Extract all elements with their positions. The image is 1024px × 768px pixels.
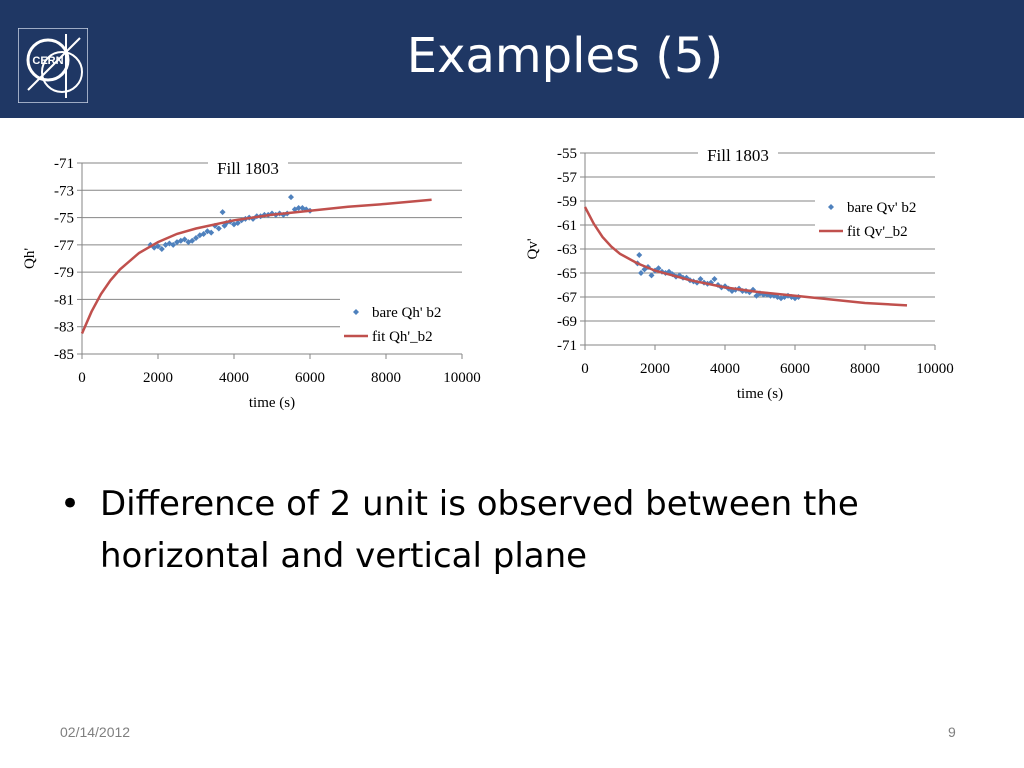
legend-point-swatch <box>828 204 834 210</box>
y-tick-label: -81 <box>54 292 74 308</box>
data-point <box>155 243 161 250</box>
legend-label: bare Qv' b2 <box>847 200 916 216</box>
y-axis-title: Qv' <box>525 238 541 259</box>
chart-title-bg <box>698 145 778 165</box>
data-point <box>295 205 302 212</box>
x-tick-label: 10000 <box>916 361 954 377</box>
data-point <box>147 241 154 248</box>
data-point <box>767 292 774 299</box>
legend-point-swatch <box>353 309 359 315</box>
data-point <box>655 265 662 272</box>
cern-logo: CERN <box>18 28 88 103</box>
y-tick-label: -77 <box>54 238 74 254</box>
y-tick-label: -65 <box>557 266 577 282</box>
data-point <box>181 236 188 243</box>
data-point <box>215 225 222 232</box>
data-point <box>193 235 199 242</box>
x-tick-label: 4000 <box>710 361 740 377</box>
y-tick-label: -73 <box>54 183 74 199</box>
x-tick-label: 6000 <box>780 361 810 377</box>
x-tick-label: 2000 <box>640 361 670 377</box>
y-tick-label: -83 <box>54 320 74 336</box>
qv-chart: -55 -57 -59 -61 -63 -65 -67 -69 -710 2000 4000 6000… <box>525 145 954 402</box>
legend-label: fit Qh'_b2 <box>372 329 433 345</box>
x-tick-label: 6000 <box>295 370 325 386</box>
legend-label: bare Qh' b2 <box>372 305 441 321</box>
x-tick-label: 0 <box>78 370 86 386</box>
chart-title: Fill 1803 <box>217 159 279 178</box>
slide-title: Examples (5) <box>406 28 724 84</box>
bullet-text: Difference of 2 unit is observed between… <box>100 484 859 576</box>
y-tick-label: -55 <box>557 146 577 162</box>
y-tick-label: -75 <box>54 211 74 227</box>
y-tick-label: -79 <box>54 265 74 281</box>
x-axis-title: time (s) <box>249 395 295 411</box>
data-point <box>234 220 241 227</box>
data-point <box>711 276 718 282</box>
page-number: 9 <box>948 724 956 740</box>
data-point <box>753 292 760 299</box>
data-point <box>636 252 643 258</box>
x-tick-label: 2000 <box>143 370 173 386</box>
data-point <box>189 237 196 244</box>
x-tick-label: 4000 <box>219 370 249 386</box>
data-point <box>269 210 275 217</box>
chart-title: Fill 1803 <box>707 146 769 165</box>
fit-line <box>583 206 908 307</box>
data-point <box>158 245 165 252</box>
y-tick-label: -71 <box>557 338 577 354</box>
y-tick-label: -57 <box>557 170 577 186</box>
y-tick-label: -63 <box>557 242 577 258</box>
data-point <box>170 241 177 248</box>
slide-header: CERN Examples (5) <box>0 0 1024 118</box>
x-axis-title: time (s) <box>737 386 783 402</box>
y-tick-label: -67 <box>557 290 577 306</box>
fit-line <box>80 198 432 334</box>
y-axis-title: Qh' <box>22 248 38 269</box>
y-tick-label: -59 <box>557 194 577 210</box>
cern-logo-text: CERN <box>32 55 63 67</box>
data-point <box>200 230 207 237</box>
legend-box <box>340 298 490 348</box>
y-tick-label: -71 <box>54 156 74 172</box>
x-tick-label: 0 <box>581 361 589 377</box>
x-tick-label: 10000 <box>443 370 481 386</box>
data-point <box>219 209 226 216</box>
legend-label: fit Qv'_b2 <box>847 224 908 240</box>
data-point <box>204 228 211 235</box>
y-tick-label: -61 <box>557 218 577 234</box>
data-point <box>288 194 294 201</box>
data-point <box>638 270 644 276</box>
x-tick-label: 8000 <box>850 361 880 377</box>
y-tick-label: -85 <box>54 347 74 363</box>
footer-date: 02/14/2012 <box>60 724 131 740</box>
data-point <box>697 276 704 282</box>
bullet-symbol: • <box>60 484 81 524</box>
qh-chart: -71 -73 -75 -77 -79 -81 -83 -850 2000 4000 6000 800… <box>22 156 490 411</box>
legend-box <box>815 193 950 243</box>
x-tick-label: 8000 <box>371 370 401 386</box>
y-tick-label: -69 <box>557 314 577 330</box>
data-point <box>231 221 237 228</box>
data-point <box>648 272 655 279</box>
data-point <box>208 229 215 236</box>
chart-title-bg <box>208 158 288 178</box>
